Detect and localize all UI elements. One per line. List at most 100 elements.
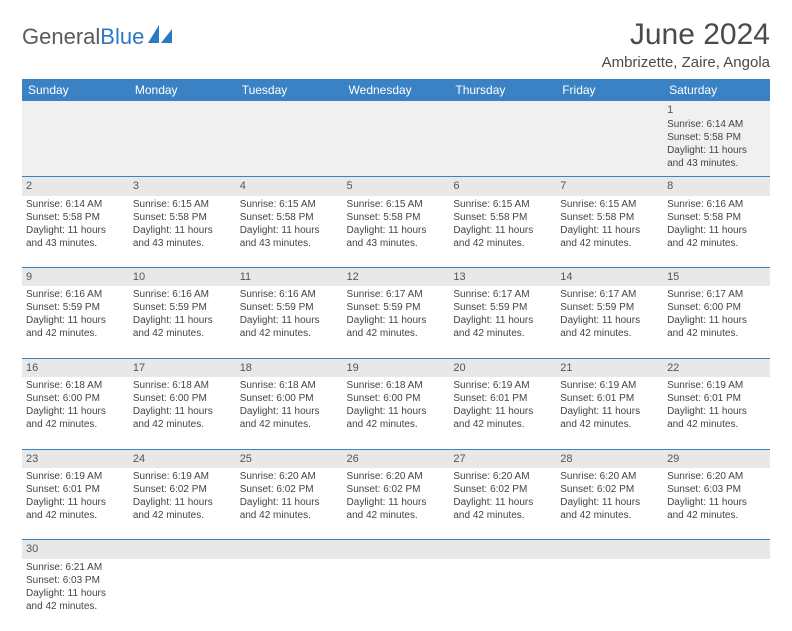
daylight-text: Daylight: 11 hours and 42 minutes. — [560, 496, 659, 522]
day-cell: Sunrise: 6:15 AMSunset: 5:58 PMDaylight:… — [556, 196, 663, 268]
sunrise-text: Sunrise: 6:15 AM — [453, 198, 552, 211]
day-number-cell: 22 — [663, 358, 770, 377]
sunrise-text: Sunrise: 6:14 AM — [667, 118, 766, 131]
day-cell — [343, 559, 450, 631]
day-cell — [343, 101, 450, 177]
week-row: Sunrise: 6:14 AMSunset: 5:58 PMDaylight:… — [22, 196, 770, 268]
daylight-text: Daylight: 11 hours and 42 minutes. — [453, 224, 552, 250]
day-number-cell: 2 — [22, 177, 129, 196]
day-cell — [22, 101, 129, 177]
sunrise-text: Sunrise: 6:16 AM — [26, 288, 125, 301]
day-number-cell — [236, 540, 343, 559]
sunrise-text: Sunrise: 6:17 AM — [347, 288, 446, 301]
day-cell — [129, 101, 236, 177]
daylight-text: Daylight: 11 hours and 43 minutes. — [240, 224, 339, 250]
sunset-text: Sunset: 6:01 PM — [560, 392, 659, 405]
daylight-text: Daylight: 11 hours and 42 minutes. — [26, 405, 125, 431]
day-number-cell: 4 — [236, 177, 343, 196]
sunset-text: Sunset: 6:02 PM — [133, 483, 232, 496]
day-cell: Sunrise: 6:20 AMSunset: 6:02 PMDaylight:… — [236, 468, 343, 540]
day-cell — [129, 559, 236, 631]
daylight-text: Daylight: 11 hours and 42 minutes. — [453, 314, 552, 340]
day-number-cell: 11 — [236, 268, 343, 287]
sunset-text: Sunset: 6:02 PM — [240, 483, 339, 496]
daylight-text: Daylight: 11 hours and 42 minutes. — [453, 405, 552, 431]
daylight-text: Daylight: 11 hours and 42 minutes. — [453, 496, 552, 522]
sunset-text: Sunset: 5:59 PM — [26, 301, 125, 314]
daylight-text: Daylight: 11 hours and 42 minutes. — [560, 314, 659, 340]
daylight-text: Daylight: 11 hours and 42 minutes. — [240, 314, 339, 340]
title-block: June 2024 Ambrizette, Zaire, Angola — [602, 18, 770, 77]
sunrise-text: Sunrise: 6:19 AM — [26, 470, 125, 483]
daylight-text: Daylight: 11 hours and 42 minutes. — [560, 224, 659, 250]
month-title: June 2024 — [602, 18, 770, 52]
day-header: Tuesday — [236, 79, 343, 101]
sunrise-text: Sunrise: 6:18 AM — [133, 379, 232, 392]
sunset-text: Sunset: 6:00 PM — [26, 392, 125, 405]
sunset-text: Sunset: 6:00 PM — [133, 392, 232, 405]
day-cell: Sunrise: 6:18 AMSunset: 6:00 PMDaylight:… — [343, 377, 450, 449]
day-number-cell: 9 — [22, 268, 129, 287]
sunset-text: Sunset: 6:03 PM — [26, 574, 125, 587]
day-number-cell: 23 — [22, 449, 129, 468]
week-row: Sunrise: 6:19 AMSunset: 6:01 PMDaylight:… — [22, 468, 770, 540]
day-cell: Sunrise: 6:15 AMSunset: 5:58 PMDaylight:… — [129, 196, 236, 268]
sunrise-text: Sunrise: 6:18 AM — [26, 379, 125, 392]
day-number-cell: 26 — [343, 449, 450, 468]
day-number-cell: 20 — [449, 358, 556, 377]
daylight-text: Daylight: 11 hours and 42 minutes. — [133, 496, 232, 522]
day-cell: Sunrise: 6:20 AMSunset: 6:02 PMDaylight:… — [343, 468, 450, 540]
daylight-text: Daylight: 11 hours and 42 minutes. — [667, 314, 766, 340]
day-number-cell: 19 — [343, 358, 450, 377]
day-number-cell: 7 — [556, 177, 663, 196]
day-header: Friday — [556, 79, 663, 101]
day-number-cell: 29 — [663, 449, 770, 468]
logo: GeneralBlue — [22, 24, 174, 50]
daylight-text: Daylight: 11 hours and 42 minutes. — [240, 496, 339, 522]
day-cell — [236, 559, 343, 631]
sunrise-text: Sunrise: 6:16 AM — [240, 288, 339, 301]
day-cell: Sunrise: 6:19 AMSunset: 6:01 PMDaylight:… — [663, 377, 770, 449]
daylight-text: Daylight: 11 hours and 42 minutes. — [26, 314, 125, 340]
day-cell: Sunrise: 6:21 AMSunset: 6:03 PMDaylight:… — [22, 559, 129, 631]
sunrise-text: Sunrise: 6:18 AM — [347, 379, 446, 392]
logo-text-blue: Blue — [100, 24, 144, 50]
day-number-cell: 24 — [129, 449, 236, 468]
day-cell: Sunrise: 6:16 AMSunset: 5:59 PMDaylight:… — [236, 286, 343, 358]
sunset-text: Sunset: 5:59 PM — [133, 301, 232, 314]
day-cell: Sunrise: 6:15 AMSunset: 5:58 PMDaylight:… — [449, 196, 556, 268]
sunrise-text: Sunrise: 6:15 AM — [560, 198, 659, 211]
day-cell: Sunrise: 6:19 AMSunset: 6:01 PMDaylight:… — [449, 377, 556, 449]
daylight-text: Daylight: 11 hours and 43 minutes. — [347, 224, 446, 250]
sunset-text: Sunset: 6:00 PM — [347, 392, 446, 405]
week-row: Sunrise: 6:21 AMSunset: 6:03 PMDaylight:… — [22, 559, 770, 631]
day-number-cell: 12 — [343, 268, 450, 287]
sunset-text: Sunset: 5:58 PM — [667, 211, 766, 224]
daylight-text: Daylight: 11 hours and 42 minutes. — [347, 314, 446, 340]
sunrise-text: Sunrise: 6:16 AM — [133, 288, 232, 301]
sunrise-text: Sunrise: 6:19 AM — [133, 470, 232, 483]
day-cell: Sunrise: 6:18 AMSunset: 6:00 PMDaylight:… — [22, 377, 129, 449]
day-cell: Sunrise: 6:20 AMSunset: 6:02 PMDaylight:… — [556, 468, 663, 540]
daylight-text: Daylight: 11 hours and 42 minutes. — [347, 496, 446, 522]
day-cell: Sunrise: 6:15 AMSunset: 5:58 PMDaylight:… — [236, 196, 343, 268]
sail-icon — [148, 25, 174, 50]
daylight-text: Daylight: 11 hours and 42 minutes. — [26, 496, 125, 522]
sunset-text: Sunset: 5:59 PM — [240, 301, 339, 314]
day-number-cell: 28 — [556, 449, 663, 468]
sunset-text: Sunset: 5:58 PM — [133, 211, 232, 224]
day-number-cell: 8 — [663, 177, 770, 196]
sunset-text: Sunset: 6:01 PM — [667, 392, 766, 405]
daylight-text: Daylight: 11 hours and 42 minutes. — [133, 314, 232, 340]
day-header: Thursday — [449, 79, 556, 101]
sunrise-text: Sunrise: 6:18 AM — [240, 379, 339, 392]
day-cell: Sunrise: 6:19 AMSunset: 6:01 PMDaylight:… — [556, 377, 663, 449]
daylight-text: Daylight: 11 hours and 42 minutes. — [667, 496, 766, 522]
sunrise-text: Sunrise: 6:16 AM — [667, 198, 766, 211]
logo-text-dark: General — [22, 24, 100, 50]
day-number-cell: 6 — [449, 177, 556, 196]
day-number-cell — [556, 540, 663, 559]
sunset-text: Sunset: 6:00 PM — [667, 301, 766, 314]
header: GeneralBlue June 2024 Ambrizette, Zaire,… — [22, 18, 770, 77]
day-cell: 1Sunrise: 6:14 AMSunset: 5:58 PMDaylight… — [663, 101, 770, 177]
